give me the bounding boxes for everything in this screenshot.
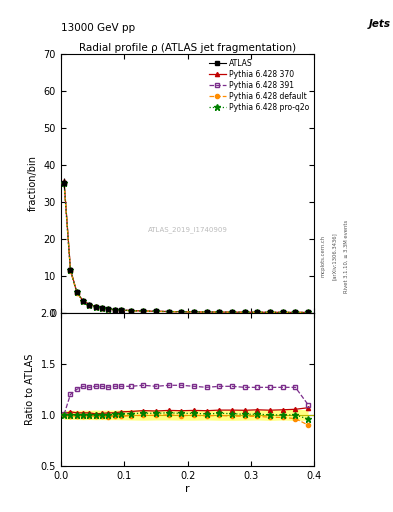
Text: [arXiv:1306.3436]: [arXiv:1306.3436]: [332, 232, 337, 280]
Legend: ATLAS, Pythia 6.428 370, Pythia 6.428 391, Pythia 6.428 default, Pythia 6.428 pr: ATLAS, Pythia 6.428 370, Pythia 6.428 39…: [206, 56, 312, 115]
Text: 13000 GeV pp: 13000 GeV pp: [61, 23, 135, 33]
Title: Radial profile ρ (ATLAS jet fragmentation): Radial profile ρ (ATLAS jet fragmentatio…: [79, 43, 296, 53]
Text: ATLAS_2019_I1740909: ATLAS_2019_I1740909: [148, 226, 228, 233]
Text: Jets: Jets: [369, 19, 391, 30]
Y-axis label: Ratio to ATLAS: Ratio to ATLAS: [25, 354, 35, 425]
X-axis label: r: r: [185, 483, 190, 494]
Text: Rivet 3.1.10, ≥ 3.3M events: Rivet 3.1.10, ≥ 3.3M events: [344, 219, 349, 293]
Text: mcplots.cern.ch: mcplots.cern.ch: [320, 235, 325, 277]
Y-axis label: fraction/bin: fraction/bin: [28, 155, 38, 211]
